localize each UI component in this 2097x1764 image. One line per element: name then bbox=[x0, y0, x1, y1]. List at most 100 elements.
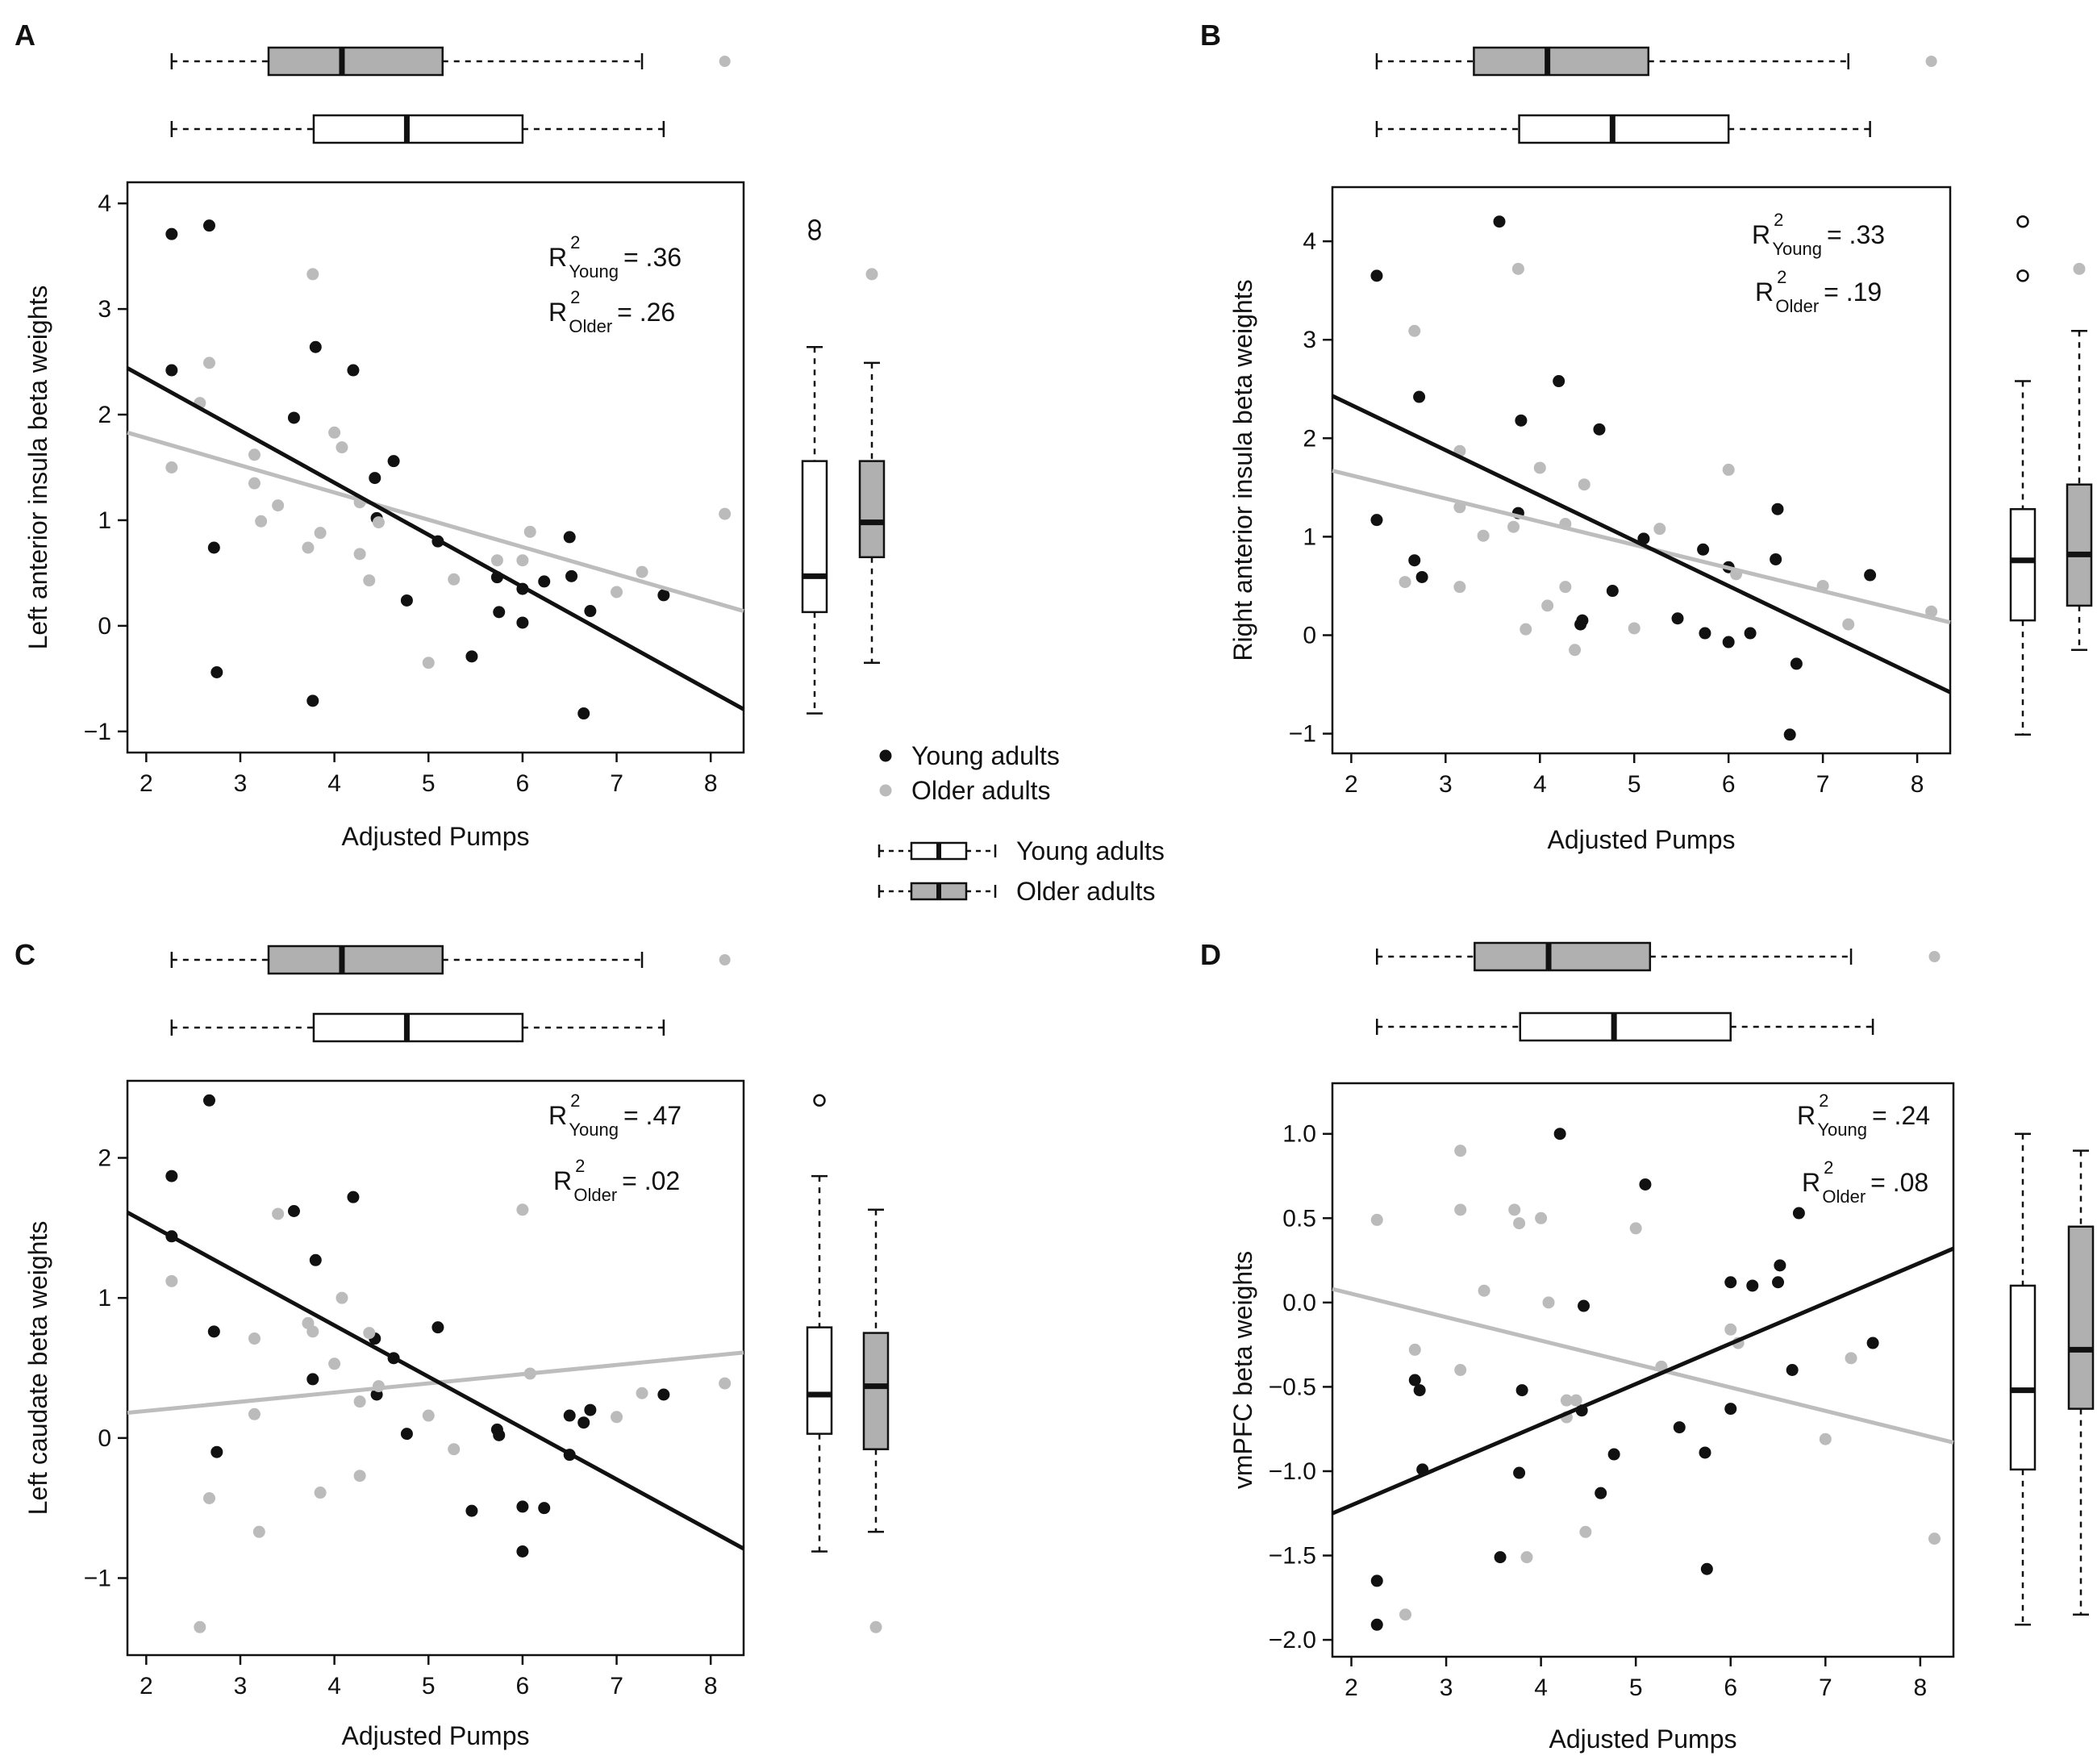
point-older bbox=[1453, 581, 1466, 594]
y-tick-label: 1 bbox=[98, 1285, 111, 1312]
x-tick-label: 2 bbox=[1344, 1674, 1358, 1701]
r2-annotation: R2 Young = .24 bbox=[1797, 1091, 1930, 1140]
point-older bbox=[1559, 581, 1572, 594]
point-older bbox=[1578, 478, 1590, 491]
beta-box-older-outlier bbox=[869, 1620, 882, 1633]
point-young bbox=[1671, 612, 1684, 625]
point-young bbox=[1639, 1178, 1652, 1191]
point-young bbox=[465, 650, 478, 663]
point-older bbox=[1560, 1394, 1573, 1407]
point-older bbox=[272, 1207, 285, 1220]
point-young bbox=[306, 694, 319, 707]
point-young bbox=[584, 605, 597, 618]
point-older bbox=[1533, 461, 1546, 474]
point-older bbox=[353, 1470, 366, 1483]
point-older bbox=[1454, 1364, 1467, 1376]
y-tick-label: −1.0 bbox=[1269, 1458, 1316, 1485]
point-young bbox=[493, 606, 506, 619]
point-older bbox=[636, 565, 648, 578]
pumps-box-older bbox=[1375, 46, 1937, 77]
point-young bbox=[1744, 627, 1757, 640]
r2-annotation: R2 Older = .19 bbox=[1755, 267, 1882, 316]
point-young bbox=[309, 340, 322, 353]
beta-box-young-outlier bbox=[813, 1094, 826, 1107]
point-young bbox=[1774, 1259, 1786, 1272]
point-young bbox=[211, 1445, 223, 1458]
point-young bbox=[1578, 1299, 1590, 1312]
point-older bbox=[1628, 622, 1640, 635]
point-young bbox=[1595, 1487, 1607, 1499]
series-older bbox=[1399, 262, 1938, 657]
point-older bbox=[1579, 1525, 1592, 1538]
point-older bbox=[636, 1387, 648, 1399]
point-young bbox=[1607, 1448, 1620, 1461]
point-older bbox=[336, 1291, 348, 1304]
y-tick-label: 4 bbox=[98, 190, 111, 217]
point-young bbox=[400, 1428, 413, 1441]
point-young bbox=[1699, 1446, 1711, 1459]
legend-older-box bbox=[878, 882, 997, 901]
beta-box-young bbox=[801, 219, 828, 715]
point-older bbox=[202, 357, 215, 369]
legend-young-marker bbox=[879, 749, 892, 762]
point-older bbox=[516, 554, 529, 567]
x-tick-label: 5 bbox=[1629, 1674, 1643, 1701]
point-older bbox=[1842, 618, 1855, 631]
point-older bbox=[336, 441, 348, 454]
point-young bbox=[577, 707, 590, 720]
beta-box-young bbox=[2009, 1132, 2037, 1626]
beta-box-older-iqr bbox=[2067, 1225, 2095, 1410]
point-young bbox=[657, 1388, 670, 1401]
point-young bbox=[538, 1502, 551, 1515]
point-young bbox=[306, 1373, 319, 1386]
point-older bbox=[448, 1443, 461, 1456]
pumps-box-older-outlier bbox=[1928, 951, 1941, 962]
fit-line-young bbox=[1331, 394, 1952, 694]
plot-frame bbox=[126, 181, 745, 754]
point-older bbox=[1408, 324, 1421, 337]
point-older bbox=[255, 515, 268, 528]
point-older bbox=[1569, 644, 1582, 657]
point-young bbox=[1515, 414, 1528, 427]
r2-annotation: R2 Young = .36 bbox=[548, 232, 682, 281]
point-young bbox=[1866, 1337, 1879, 1349]
point-young bbox=[1792, 1207, 1805, 1220]
x-tick-label: 6 bbox=[516, 770, 530, 797]
pumps-box-young-iqr bbox=[1518, 114, 1730, 144]
x-tick-label: 6 bbox=[1722, 771, 1736, 798]
point-older bbox=[353, 548, 366, 561]
legend-young-box bbox=[878, 841, 997, 861]
point-young bbox=[1370, 269, 1383, 282]
point-young bbox=[207, 1325, 220, 1338]
point-young bbox=[165, 364, 178, 377]
y-tick-label: 1 bbox=[98, 507, 111, 534]
point-older bbox=[248, 1332, 261, 1345]
y-tick-label: 3 bbox=[1303, 327, 1316, 353]
point-older bbox=[611, 586, 623, 598]
point-older bbox=[165, 1274, 178, 1287]
point-young bbox=[211, 665, 223, 678]
beta-box-older-iqr bbox=[858, 460, 886, 559]
point-older bbox=[422, 1409, 435, 1422]
point-young bbox=[516, 1500, 529, 1513]
x-tick-label: 2 bbox=[1344, 771, 1358, 798]
point-young bbox=[1593, 423, 1606, 436]
point-young bbox=[1413, 390, 1426, 403]
x-tick-label: 4 bbox=[327, 770, 341, 797]
point-young bbox=[1515, 1384, 1528, 1397]
y-tick-label: 0 bbox=[98, 1425, 111, 1452]
point-young bbox=[1606, 585, 1619, 598]
point-young bbox=[202, 219, 215, 232]
point-young bbox=[516, 1545, 529, 1558]
point-young bbox=[165, 227, 178, 240]
point-young bbox=[387, 455, 400, 468]
legend-young-label: Young adults bbox=[911, 741, 1060, 770]
point-older bbox=[1928, 1533, 1941, 1545]
point-young bbox=[202, 1094, 215, 1107]
series-older bbox=[1370, 1145, 1941, 1621]
r2-annotation: R2 Young = .47 bbox=[548, 1091, 682, 1140]
point-young bbox=[165, 1170, 178, 1182]
point-older bbox=[1507, 520, 1520, 533]
point-young bbox=[1786, 1364, 1799, 1376]
